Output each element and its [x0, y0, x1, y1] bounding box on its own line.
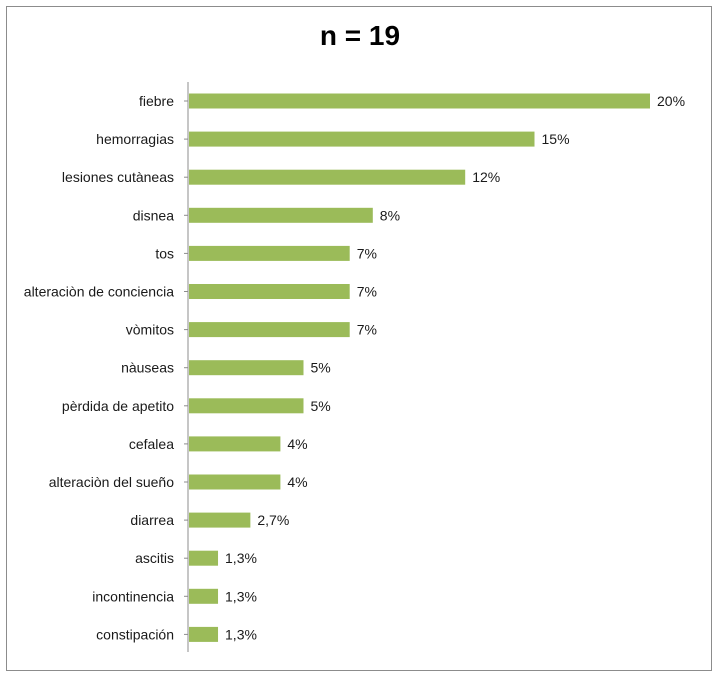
bar: [189, 207, 373, 223]
value-label: 7%: [357, 245, 377, 261]
bar: [189, 169, 466, 185]
category-label: alteraciòn del sueño: [49, 474, 175, 490]
value-label: 8%: [380, 207, 400, 223]
value-label: 2,7%: [257, 512, 289, 528]
value-label: 15%: [542, 131, 570, 147]
category-label: vòmitos: [126, 322, 174, 338]
category-label: lesiones cutàneas: [62, 169, 174, 185]
value-label: 7%: [357, 284, 377, 300]
bar: [189, 626, 219, 642]
category-label: pèrdida de apetito: [62, 398, 174, 414]
value-label: 4%: [287, 436, 307, 452]
category-label: ascitis: [135, 550, 174, 566]
bar: [189, 284, 350, 299]
category-label: nàuseas: [121, 360, 174, 376]
value-label: 5%: [311, 398, 331, 414]
bar: [189, 436, 281, 452]
value-label: 4%: [287, 474, 307, 490]
value-label: 1,3%: [225, 588, 257, 604]
category-label: cefalea: [129, 436, 174, 452]
bar: [189, 245, 350, 261]
category-label: incontinencia: [92, 588, 174, 604]
category-label: diarrea: [130, 512, 174, 528]
chart-title: n = 19: [319, 20, 401, 51]
bar: [189, 588, 219, 604]
category-label: tos: [155, 245, 174, 261]
category-label: fiebre: [139, 93, 174, 109]
bar: [189, 360, 304, 376]
value-label: 7%: [357, 322, 377, 338]
bar: [189, 93, 650, 109]
category-label: alteraciòn de conciencia: [24, 284, 174, 300]
chart-frame: [6, 6, 712, 671]
category-label: constipación: [96, 626, 174, 642]
value-label: 5%: [311, 360, 331, 376]
bar: [189, 550, 219, 566]
bar: [189, 512, 251, 528]
category-label: hemorragias: [96, 131, 174, 147]
bar: [189, 131, 535, 147]
value-label: 1,3%: [225, 626, 257, 642]
bar: [189, 398, 304, 414]
category-label: disnea: [133, 207, 174, 223]
value-label: 12%: [472, 169, 500, 185]
value-label: 1,3%: [225, 550, 257, 566]
bar: [189, 322, 350, 338]
bar: [189, 474, 281, 490]
value-label: 20%: [657, 93, 685, 109]
